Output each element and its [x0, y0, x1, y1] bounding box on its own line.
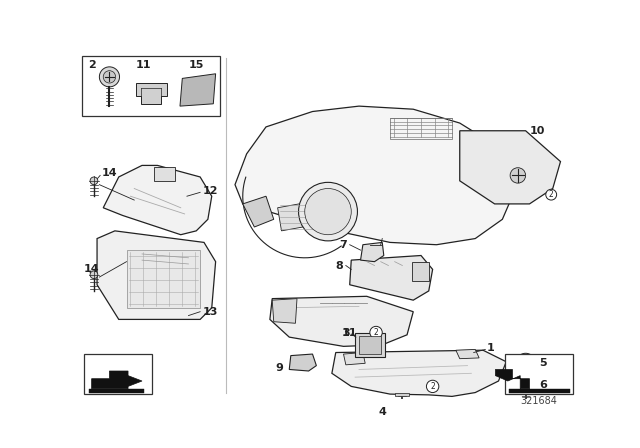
- Text: 12: 12: [202, 186, 218, 196]
- Polygon shape: [360, 242, 384, 262]
- Bar: [395, 392, 408, 396]
- Polygon shape: [136, 83, 167, 104]
- Text: 1: 1: [487, 343, 495, 353]
- Text: 4: 4: [378, 407, 386, 417]
- Bar: [390, 118, 452, 139]
- Text: 11: 11: [342, 327, 358, 337]
- Polygon shape: [243, 196, 274, 227]
- Circle shape: [546, 189, 557, 200]
- Bar: [127, 250, 200, 308]
- Text: 7: 7: [340, 240, 348, 250]
- Polygon shape: [272, 299, 297, 323]
- Text: 2: 2: [374, 328, 378, 337]
- Polygon shape: [270, 296, 413, 346]
- Bar: [509, 389, 570, 393]
- Polygon shape: [103, 165, 212, 235]
- Text: 14: 14: [102, 168, 117, 178]
- Text: 321684: 321684: [520, 396, 557, 406]
- Circle shape: [370, 326, 382, 339]
- Bar: [90, 389, 143, 393]
- Circle shape: [99, 67, 120, 87]
- Bar: [84, 354, 152, 394]
- Text: 5: 5: [539, 358, 547, 368]
- Bar: [412, 262, 429, 281]
- Text: 9: 9: [275, 363, 283, 373]
- Circle shape: [426, 380, 439, 392]
- Polygon shape: [235, 106, 514, 245]
- Text: 2: 2: [430, 382, 435, 391]
- Text: 2: 2: [549, 190, 554, 199]
- Polygon shape: [278, 200, 324, 231]
- Text: 6: 6: [539, 380, 547, 390]
- Bar: [355, 332, 385, 357]
- Circle shape: [522, 360, 529, 366]
- Polygon shape: [456, 349, 479, 359]
- Polygon shape: [332, 350, 506, 396]
- Polygon shape: [180, 74, 216, 106]
- Polygon shape: [349, 255, 433, 300]
- Text: 13: 13: [202, 307, 218, 317]
- Polygon shape: [344, 353, 365, 365]
- Polygon shape: [97, 231, 216, 319]
- Circle shape: [516, 353, 536, 373]
- Circle shape: [305, 189, 351, 235]
- Circle shape: [90, 177, 98, 185]
- Polygon shape: [460, 131, 561, 204]
- Polygon shape: [495, 370, 529, 389]
- Text: 14: 14: [84, 264, 99, 274]
- Text: 8: 8: [336, 260, 344, 271]
- Circle shape: [90, 271, 98, 279]
- Circle shape: [103, 71, 116, 83]
- Bar: [359, 336, 381, 354]
- Text: 10: 10: [529, 126, 545, 136]
- Polygon shape: [289, 354, 316, 371]
- Circle shape: [396, 403, 408, 416]
- Circle shape: [298, 182, 358, 241]
- Text: 11: 11: [136, 60, 151, 69]
- Text: 3: 3: [342, 327, 349, 337]
- Bar: [83, 56, 220, 116]
- Circle shape: [510, 168, 525, 183]
- Text: 15: 15: [189, 60, 204, 69]
- Polygon shape: [92, 371, 142, 389]
- Bar: [505, 354, 573, 394]
- Text: 2: 2: [88, 60, 95, 69]
- Bar: [154, 167, 175, 181]
- Circle shape: [518, 371, 533, 386]
